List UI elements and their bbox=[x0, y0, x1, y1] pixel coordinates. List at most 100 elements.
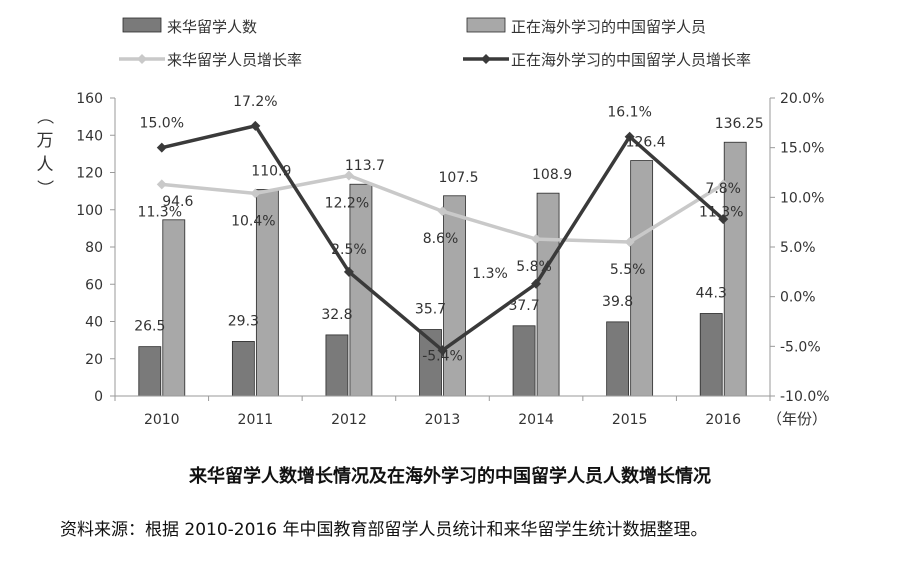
line-overseas-value-label: 2.5% bbox=[331, 242, 367, 258]
point-inbound-growth bbox=[343, 170, 354, 181]
bar-overseas-students bbox=[630, 160, 654, 397]
data-label-group: 26.5 29.3 32.8 35.7 37.7 39.8 44.3 94.6 110.9 113… bbox=[134, 94, 764, 364]
bar-overseas-value-label: 107.5 bbox=[438, 170, 478, 186]
line-series-group bbox=[156, 120, 729, 356]
legend-item: 来华留学人员增长率 bbox=[119, 51, 302, 69]
point-inbound-growth bbox=[437, 206, 448, 217]
point-overseas-growth bbox=[437, 345, 448, 356]
legend-item: 正在海外学习的中国留学人员增长率 bbox=[463, 51, 751, 69]
legend-label: 来华留学人员增长率 bbox=[167, 51, 302, 69]
line-inbound-value-label: 8.6% bbox=[423, 231, 459, 247]
bar-inbound-value-label: 29.3 bbox=[228, 313, 259, 329]
point-inbound-growth bbox=[624, 237, 635, 248]
x-tick-label: 2014 bbox=[518, 412, 554, 428]
bar-inbound-value-label: 32.8 bbox=[321, 307, 352, 323]
x-axis-unit-label: （年份） bbox=[767, 410, 827, 428]
y-right-tick-label: 20.0% bbox=[780, 91, 824, 107]
chart-title: 来华留学人数增长情况及在海外学习的中国留学人员人数增长情况 bbox=[189, 466, 711, 487]
x-tick-label: 2015 bbox=[612, 412, 648, 428]
y-left-tick-label: 0 bbox=[94, 389, 103, 405]
y-right-tick-label: -5.0% bbox=[780, 339, 821, 355]
chart: 来华留学人数 正在海外学习的中国留学人员来华留学人员增长率 正在海外学习的中国留学人… bbox=[34, 17, 830, 428]
bar-inbound-value-label: 35.7 bbox=[415, 302, 446, 318]
source-note: 资料来源：根据 2010-2016 年中国教育部留学人员统计和来华留学生统计数据… bbox=[60, 520, 708, 540]
y-left-tick-label: 100 bbox=[76, 203, 103, 219]
x-tick-label: 2013 bbox=[425, 412, 461, 428]
y-left-tick-label: 40 bbox=[85, 315, 103, 331]
point-overseas-growth bbox=[718, 214, 729, 225]
y-right-tick-label: 10.0% bbox=[780, 190, 824, 206]
line-overseas-value-label: 16.1% bbox=[607, 105, 651, 121]
line-inbound-value-label: 5.8% bbox=[516, 259, 552, 275]
y-left-axis-label-char: 人 bbox=[37, 155, 54, 175]
x-tick-label: 2016 bbox=[705, 412, 741, 428]
line-inbound-value-label: 10.4% bbox=[231, 213, 275, 229]
point-overseas-growth bbox=[156, 142, 167, 153]
legend-swatch bbox=[466, 17, 506, 33]
y-left-axis-label-char: 万 bbox=[37, 131, 54, 151]
bar-overseas-value-label: 136.25 bbox=[715, 116, 764, 132]
bar-inbound-value-label: 26.5 bbox=[134, 319, 165, 335]
line-inbound-value-label: 12.2% bbox=[325, 195, 369, 211]
y-left-tick-label: 120 bbox=[76, 166, 103, 182]
bar-inbound-students bbox=[699, 313, 723, 397]
y-left-tick-label: 160 bbox=[76, 91, 103, 107]
x-tick-label: 2010 bbox=[144, 412, 180, 428]
legend-item: 来华留学人数 bbox=[122, 17, 257, 36]
bar-inbound-students bbox=[231, 341, 255, 397]
y-left-axis-label: （ 万人 ） bbox=[34, 108, 54, 197]
x-tick-label: 2012 bbox=[331, 412, 367, 428]
point-overseas-growth bbox=[624, 131, 635, 142]
bar-overseas-students bbox=[536, 192, 560, 397]
line-inbound-value-label: 11.3% bbox=[699, 204, 743, 220]
y-left-tick-label: 60 bbox=[85, 277, 103, 293]
bar-overseas-students bbox=[162, 219, 186, 397]
y-right-tick-label: 5.0% bbox=[780, 240, 816, 256]
y-left-axis-label-char: （ bbox=[34, 108, 54, 125]
y-left-tick-label: 20 bbox=[85, 352, 103, 368]
bar-inbound-students bbox=[325, 334, 349, 397]
bar-overseas-students bbox=[443, 195, 466, 397]
bar-inbound-students bbox=[606, 321, 630, 397]
point-inbound-growth bbox=[156, 179, 167, 190]
point-inbound-growth bbox=[250, 188, 261, 199]
legend-label: 正在海外学习的中国留学人员 bbox=[511, 18, 706, 36]
y-left-tick-label: 140 bbox=[76, 128, 103, 144]
y-left-tick-label: 80 bbox=[85, 240, 103, 256]
axes-group: 0 20 40 60 80 100 120 140 160 -10.0% -5.0% 0.0% 5.0%… bbox=[34, 91, 830, 428]
bar-inbound-value-label: 39.8 bbox=[602, 294, 633, 310]
bar-inbound-value-label: 44.3 bbox=[696, 285, 727, 301]
bar-overseas-value-label: 110.9 bbox=[251, 163, 291, 179]
bar-overseas-value-label: 113.7 bbox=[345, 158, 385, 174]
line-inbound-value-label: 11.3% bbox=[138, 204, 182, 220]
bar-inbound-value-label: 37.7 bbox=[508, 298, 539, 314]
legend-marker bbox=[137, 54, 147, 64]
bar-overseas-value-label: 94.6 bbox=[162, 194, 193, 210]
y-right-tick-label: 0.0% bbox=[780, 290, 816, 306]
line-overseas-value-label: -5.4% bbox=[422, 348, 463, 364]
bar-inbound-students bbox=[138, 346, 162, 397]
y-right-tick-label: -10.0% bbox=[780, 389, 830, 405]
bar-overseas-value-label: 108.9 bbox=[532, 167, 572, 183]
line-overseas-value-label: 15.0% bbox=[140, 116, 184, 132]
legend-swatch bbox=[122, 17, 162, 33]
point-overseas-growth bbox=[343, 266, 354, 277]
line-overseas-value-label: 1.3% bbox=[472, 266, 508, 282]
bar-overseas-value-label: 126.4 bbox=[626, 135, 666, 151]
y-left-axis-label-char: ） bbox=[34, 180, 54, 197]
legend-item: 正在海外学习的中国留学人员 bbox=[466, 17, 706, 36]
point-overseas-growth bbox=[250, 120, 261, 131]
legend-marker bbox=[481, 54, 491, 64]
line-overseas-value-label: 7.8% bbox=[705, 181, 741, 197]
line-inbound-value-label: 5.5% bbox=[610, 262, 646, 278]
x-tick-label: 2011 bbox=[238, 412, 274, 428]
point-overseas-growth bbox=[531, 278, 542, 289]
point-inbound-growth bbox=[718, 179, 729, 190]
line-overseas-value-label: 17.2% bbox=[233, 94, 277, 110]
bar-inbound-students bbox=[512, 325, 536, 397]
y-right-tick-label: 15.0% bbox=[780, 141, 824, 157]
legend-label: 来华留学人数 bbox=[167, 18, 257, 36]
legend-label: 正在海外学习的中国留学人员增长率 bbox=[511, 51, 751, 69]
